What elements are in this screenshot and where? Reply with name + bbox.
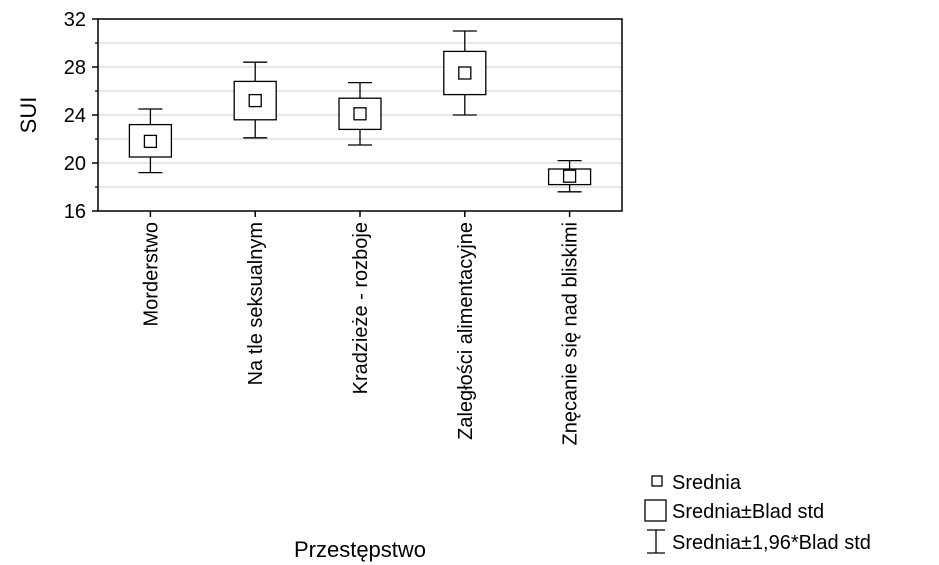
legend-ci-label: Srednia±1,96*Blad std [672, 532, 871, 554]
y-tick-label: 28 [64, 57, 86, 79]
x-tick-label: Zaległości alimentacyjne [455, 222, 477, 440]
legend-item-se: Srednia±Blad std [644, 499, 824, 523]
y-tick-label: 24 [64, 105, 86, 127]
x-axis: Morderstwo Na tle seksualnym Kradzieże - r… [140, 211, 582, 445]
category-group [128, 108, 173, 174]
mean-marker [248, 93, 262, 108]
y-tick-label: 16 [64, 201, 86, 223]
y-tick-label: 20 [64, 153, 86, 175]
x-axis-label: Przestępstwo [294, 537, 426, 562]
mean-marker [353, 107, 367, 121]
x-tick-label: Morderstwo [140, 222, 162, 326]
legend-se-marker [644, 499, 667, 522]
legend-item-ci: Srednia±1,96*Blad std [647, 529, 871, 554]
legend-mean-marker [651, 475, 663, 487]
x-tick-label: Kradzieże - rozboje [350, 222, 372, 394]
se-box [128, 123, 173, 158]
x-tick-label: Znęcanie się nad bliskimi [560, 222, 582, 445]
legend-item-mean: Srednia [651, 472, 742, 494]
data-marks [128, 30, 592, 193]
legend: Srednia Srednia±Blad std Srednia±1,96*Bl… [644, 472, 871, 554]
category-group [547, 159, 592, 193]
mean-marker [458, 66, 472, 80]
legend-mean-label: Srednia [672, 472, 742, 494]
x-tick-label: Na tle seksualnym [245, 222, 267, 385]
mean-marker [562, 169, 577, 183]
category-group [233, 61, 277, 139]
y-tick-label: 32 [64, 9, 86, 31]
category-group [443, 30, 487, 116]
legend-se-label: Srednia±Blad std [672, 501, 824, 523]
mean-marker [143, 134, 158, 149]
y-axis-label: SUI [16, 97, 41, 134]
y-axis: 16 20 24 28 32 [64, 9, 98, 223]
legend-ci-marker [647, 529, 665, 554]
category-group [338, 81, 382, 146]
